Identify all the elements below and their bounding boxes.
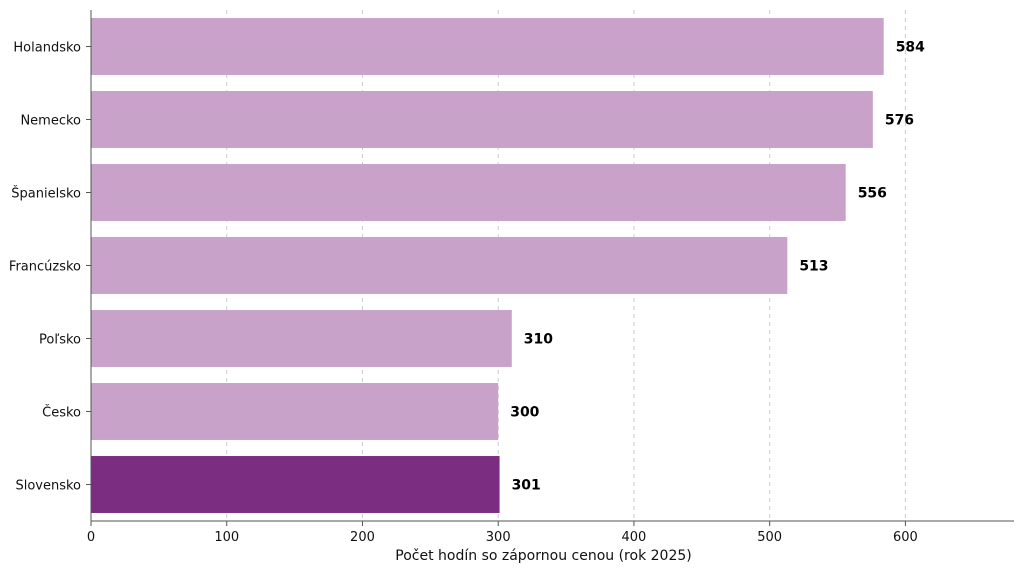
data-label: 301	[512, 478, 541, 494]
category-label: Španielsko	[11, 186, 81, 202]
data-label: 300	[510, 405, 539, 421]
category-label: Česko	[42, 405, 81, 421]
x-tick-label: 400	[622, 530, 647, 545]
category-label: Holandsko	[13, 41, 81, 56]
bar	[91, 164, 846, 221]
value-labels: 584 576 556 513 310 300 301	[510, 40, 925, 494]
bar	[91, 237, 788, 294]
data-label: 556	[858, 186, 887, 202]
bar	[91, 18, 884, 75]
category-label: Nemecko	[20, 114, 81, 129]
x-tick-label: 500	[757, 530, 782, 545]
x-tick-label: 100	[214, 530, 239, 545]
x-tick-label: 300	[486, 530, 511, 545]
x-tick-label: 0	[87, 530, 95, 545]
bars	[91, 18, 884, 513]
bar	[91, 310, 512, 367]
x-axis-title: Počet hodín so zápornou cenou (rok 2025)	[395, 548, 691, 564]
data-label: 576	[885, 113, 914, 129]
data-label: 584	[896, 40, 925, 56]
x-ticks: 0 100 200 300 400 500 600	[87, 521, 918, 545]
bar	[91, 91, 873, 148]
bar	[91, 383, 499, 440]
x-tick-label: 600	[893, 530, 918, 545]
category-label: Francúzsko	[9, 260, 81, 275]
category-label: Slovensko	[15, 479, 81, 494]
bar	[91, 456, 500, 513]
category-labels: Holandsko Nemecko Španielsko Francúzsko Poľs…	[9, 41, 91, 494]
data-label: 310	[524, 332, 553, 348]
data-label: 513	[799, 259, 828, 275]
x-tick-label: 200	[350, 530, 375, 545]
category-label: Poľsko	[39, 333, 81, 348]
